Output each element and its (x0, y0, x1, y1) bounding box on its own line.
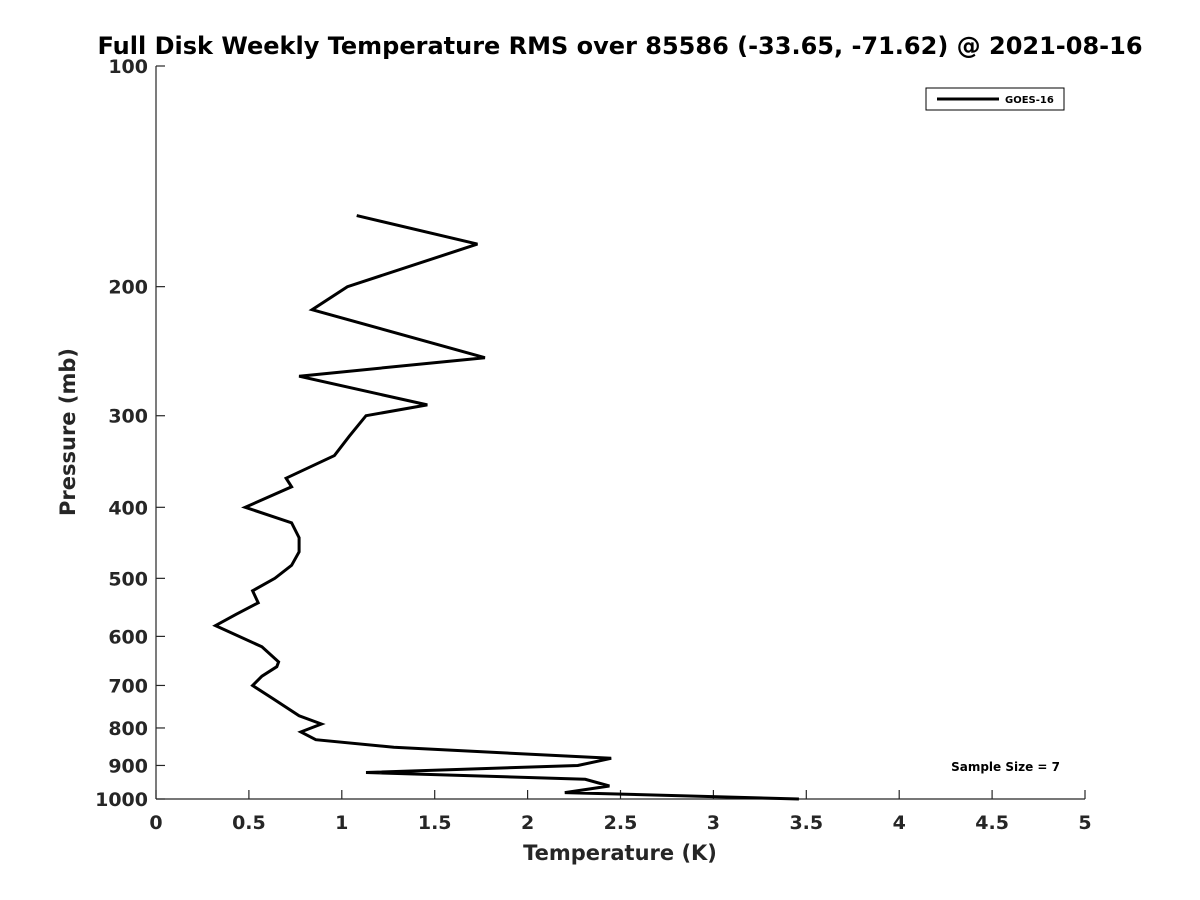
y-tick-label: 900 (108, 755, 148, 777)
x-tick-label: 0.5 (232, 812, 266, 834)
y-tick-label: 600 (108, 626, 148, 648)
y-axis-label: Pressure (mb) (56, 348, 80, 516)
x-tick-label: 1 (335, 812, 348, 834)
chart-title: Full Disk Weekly Temperature RMS over 85… (97, 32, 1142, 60)
x-tick-label: 3.5 (789, 812, 823, 834)
plot-area: 0 0.5 1 1.5 2 2.5 3 3.5 4 4.5 5 100 200 300 400 500 600 7… (95, 56, 1092, 834)
x-tick-label: 0 (149, 812, 162, 834)
y-tick-label: 800 (108, 718, 148, 740)
x-tick-label: 1.5 (418, 812, 452, 834)
x-tick-label: 3 (707, 812, 720, 834)
x-tick-label: 4.5 (975, 812, 1009, 834)
x-tick-label: 5 (1078, 812, 1091, 834)
y-tick-label: 100 (108, 56, 148, 78)
y-tick-label: 200 (108, 277, 148, 299)
series-line-goes-16 (212, 214, 799, 801)
sample-size-annotation: Sample Size = 7 (951, 760, 1060, 774)
y-tick-label: 1000 (95, 789, 148, 811)
x-tick-label: 4 (893, 812, 906, 834)
legend: GOES-16 (925, 87, 1065, 111)
y-tick-label: 300 (108, 406, 148, 428)
x-tick-label: 2.5 (604, 812, 638, 834)
x-axis-label: Temperature (K) (523, 841, 717, 865)
legend-entry-goes-16: GOES-16 (1005, 95, 1054, 106)
y-tick-label: 400 (108, 497, 148, 519)
y-tick-label: 700 (108, 675, 148, 697)
x-tick-label: 2 (521, 812, 534, 834)
y-tick-label: 500 (108, 568, 148, 590)
